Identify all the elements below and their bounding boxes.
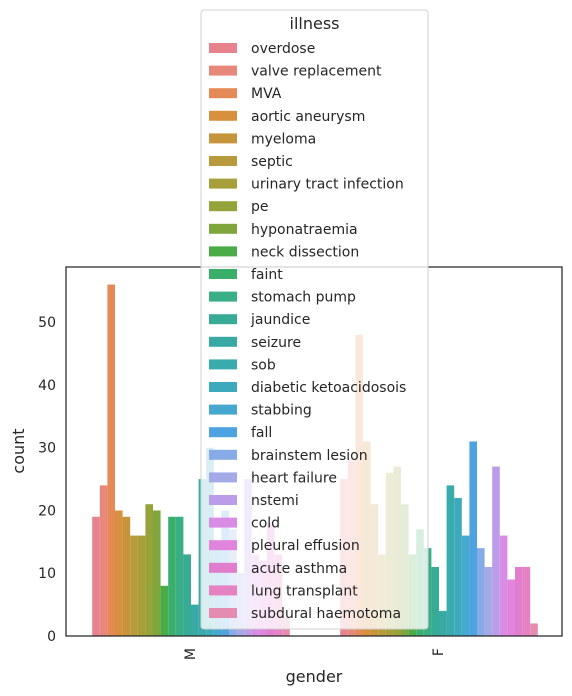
legend-swatch <box>209 291 237 302</box>
legend-swatch <box>209 133 237 144</box>
y-tick-label: 40 <box>38 378 56 394</box>
x-tick-label: F <box>431 648 447 656</box>
bar-jaundice-m <box>183 554 191 636</box>
bar-diabetic-ketoacidosois-f <box>454 497 462 636</box>
legend-entry-label: fall <box>251 425 272 441</box>
legend-box <box>200 9 429 630</box>
bar-faint-m <box>168 516 176 636</box>
legend: illness overdose valve replacement MVA aort… <box>200 9 429 630</box>
legend-entry-label: urinary tract infection <box>251 177 404 193</box>
legend-swatch <box>209 314 237 325</box>
y-axis: 0 10 20 30 40 50 <box>38 315 56 645</box>
legend-entry-label: seizure <box>251 335 301 351</box>
legend-swatch <box>209 156 237 166</box>
legend-swatch <box>209 359 237 370</box>
bar-jaundice-f <box>431 566 439 636</box>
legend-entry-label: neck dissection <box>251 244 359 260</box>
bar-subdural-haemotoma-f <box>530 623 538 636</box>
bar-myeloma-m <box>122 516 131 636</box>
legend-swatch <box>209 562 237 573</box>
y-axis-label: count <box>9 428 28 473</box>
bar-brainstem-lesion-f <box>477 548 485 636</box>
legend-swatch <box>209 449 237 460</box>
legend-entry-label: lung transplant <box>251 583 358 599</box>
legend-swatch <box>209 43 237 53</box>
bar-seizure-m <box>191 604 199 636</box>
bar-overdose-m <box>92 516 100 636</box>
bar-seizure-f <box>439 610 447 636</box>
y-tick-label: 30 <box>38 441 56 457</box>
legend-entry-label: stomach pump <box>251 290 356 306</box>
legend-entry-label: pe <box>251 199 269 215</box>
bar-heart-failure-f <box>484 566 493 636</box>
legend-entry-label: nstemi <box>251 493 299 509</box>
legend-swatch <box>209 178 237 189</box>
bar-cold-f <box>499 535 508 636</box>
bar-aortic-aneurysm-m <box>115 510 123 636</box>
legend-entry-label: acute asthma <box>251 561 347 577</box>
legend-swatch <box>209 382 237 392</box>
y-tick-label: 0 <box>47 629 56 645</box>
legend-entry-label: heart failure <box>251 470 337 486</box>
legend-swatch <box>209 608 237 618</box>
y-tick-label: 50 <box>38 315 56 331</box>
legend-entry-label: valve replacement <box>251 64 382 80</box>
bar-mva-m <box>107 284 115 636</box>
legend-entry-label: jaundice <box>250 312 310 328</box>
legend-entry-label: cold <box>251 516 280 532</box>
legend-items: overdose valve replacement MVA aortic aneur… <box>209 41 406 622</box>
legend-entry-label: myeloma <box>251 131 316 147</box>
bar-pleural-effusion-f <box>507 579 515 636</box>
legend-entry-label: pleural effusion <box>251 538 360 554</box>
x-tick-label: M <box>183 648 199 660</box>
legend-entry-label: diabetic ketoacidosois <box>251 380 406 396</box>
bar-nstemi-f <box>492 466 500 636</box>
legend-entry-label: MVA <box>251 86 282 102</box>
legend-entry-label: septic <box>251 154 293 170</box>
legend-swatch <box>209 110 237 121</box>
legend-swatch <box>209 246 237 257</box>
y-tick-label: 20 <box>38 503 56 519</box>
legend-entry-label: stabbing <box>251 403 312 419</box>
bar-hyponatraemia-m <box>153 510 161 636</box>
bar-neck-dissection-m <box>160 585 169 636</box>
bar-stomach-pump-m <box>175 516 184 636</box>
legend-swatch <box>209 427 237 438</box>
bar-fall-f <box>469 441 477 636</box>
bar-lung-transplant-f <box>522 566 531 636</box>
legend-swatch <box>209 269 237 279</box>
legend-entry-label: subdural haemotoma <box>251 606 401 622</box>
legend-swatch <box>209 585 237 596</box>
legend-entry-label: brainstem lesion <box>251 448 368 464</box>
legend-swatch <box>209 495 237 505</box>
legend-swatch <box>209 223 237 234</box>
bar-stabbing-f <box>461 535 470 636</box>
legend-entry-label: aortic aneurysm <box>251 109 365 125</box>
x-axis-label: gender <box>286 667 343 686</box>
bar-sob-f <box>446 485 455 636</box>
legend-entry-label: overdose <box>251 41 315 57</box>
legend-swatch <box>209 517 237 528</box>
legend-swatch <box>209 472 237 483</box>
bar-septic-m <box>130 535 138 636</box>
legend-entry-label: hyponatraemia <box>251 222 358 238</box>
bar-pe-m <box>145 504 153 636</box>
legend-swatch <box>209 336 237 347</box>
bar-acute-asthma-f <box>515 566 523 636</box>
legend-entry-label: faint <box>251 267 283 283</box>
legend-title: illness <box>290 14 340 33</box>
legend-swatch <box>209 540 237 551</box>
bar-urinary-tract-infection-m <box>137 535 146 636</box>
legend-swatch <box>209 201 237 212</box>
bar-valve-replacement-m <box>99 485 108 636</box>
legend-swatch <box>209 404 237 415</box>
legend-swatch <box>209 65 237 76</box>
legend-swatch <box>209 88 237 99</box>
y-tick-label: 10 <box>38 566 56 582</box>
legend-entry-label: sob <box>251 357 276 373</box>
